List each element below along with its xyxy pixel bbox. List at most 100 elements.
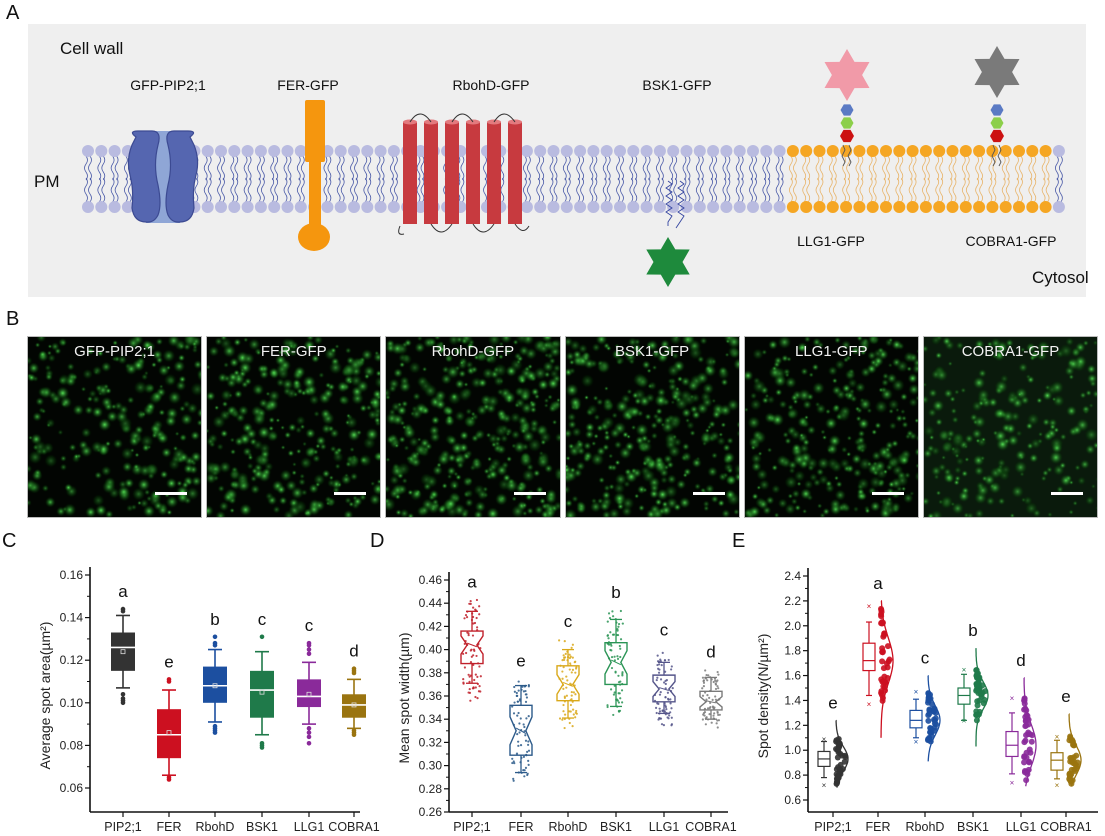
data-point <box>712 706 715 709</box>
violin-curve <box>880 600 894 738</box>
data-point <box>566 659 569 662</box>
mean-marker <box>120 649 126 655</box>
data-point <box>1068 758 1075 765</box>
y-tick-label: 1.0 <box>784 743 801 757</box>
lipid-tail <box>97 177 102 203</box>
significance-letter: b <box>611 583 620 602</box>
lipid-tail <box>673 155 678 181</box>
data-point <box>569 710 572 713</box>
lipid-tail <box>912 177 917 203</box>
scale-bar <box>871 492 904 495</box>
data-point <box>561 677 564 680</box>
data-point <box>563 658 566 662</box>
data-point <box>718 697 721 701</box>
data-point <box>664 704 667 707</box>
data-point <box>1021 697 1028 704</box>
data-point <box>833 745 840 752</box>
intracellular-loop <box>398 223 530 235</box>
data-point <box>1073 752 1080 759</box>
data-point <box>523 769 526 772</box>
transmembrane-helix <box>487 122 501 224</box>
data-point <box>558 677 561 680</box>
data-point <box>656 660 660 663</box>
data-point <box>519 699 522 702</box>
data-point <box>663 702 666 705</box>
data-point <box>525 754 528 757</box>
data-point <box>716 670 719 674</box>
lipid-head <box>414 201 427 213</box>
y-tick-label: 0.06 <box>60 781 84 795</box>
data-point <box>1023 768 1030 775</box>
data-point <box>562 710 565 713</box>
data-point <box>835 764 842 771</box>
median-line <box>466 642 478 648</box>
data-point <box>562 656 566 660</box>
lipid-tail <box>527 155 531 181</box>
micrograph-label: BSK1-GFP <box>615 343 690 360</box>
lipid-head <box>853 145 866 157</box>
lipid-tail <box>753 177 757 203</box>
outlier-point <box>306 640 312 646</box>
data-point <box>463 617 466 620</box>
data-point <box>606 620 609 623</box>
chart-d: 0.26 0.28 0.30 0.32 0.34 0.36 0.38 0.40 0.42 0.44… <box>396 572 737 834</box>
data-point <box>926 734 933 741</box>
data-point <box>616 705 619 708</box>
lipid-tail <box>523 177 527 203</box>
data-point <box>931 720 938 727</box>
lipid-tail <box>939 177 944 203</box>
data-point <box>834 746 841 753</box>
data-point <box>511 705 514 708</box>
lipid-tail <box>257 155 261 181</box>
data-point <box>714 679 717 682</box>
data-point <box>974 670 981 677</box>
data-point <box>572 713 575 716</box>
box-iqr <box>342 694 366 718</box>
data-point <box>523 775 526 778</box>
data-point <box>658 660 661 663</box>
data-point <box>1069 737 1076 744</box>
data-point <box>513 701 516 704</box>
data-point <box>703 707 707 710</box>
data-point <box>837 750 844 757</box>
data-point <box>656 654 659 657</box>
lipid-tail <box>828 155 833 181</box>
data-point <box>833 737 840 744</box>
lipid-tail <box>646 177 651 203</box>
data-point <box>928 733 935 740</box>
data-point <box>663 710 667 713</box>
data-point <box>522 690 526 693</box>
outlier-point <box>212 730 218 735</box>
lipid-head <box>667 201 680 213</box>
data-point <box>474 686 477 689</box>
lipid-tail <box>340 177 345 203</box>
lipid-tail <box>766 177 771 203</box>
data-point <box>976 675 983 682</box>
lipid-tail <box>961 177 966 203</box>
lipid-tail <box>84 155 88 181</box>
lipid-head <box>108 201 121 213</box>
data-point <box>659 717 663 720</box>
data-point <box>882 679 889 686</box>
lipid-head <box>959 201 972 213</box>
data-point <box>931 716 938 723</box>
data-point <box>479 675 482 678</box>
data-point <box>669 711 672 714</box>
data-point <box>467 691 470 694</box>
data-point <box>522 723 525 726</box>
x-tick-label: PIP2;1 <box>104 820 142 834</box>
outlier-point <box>306 740 312 746</box>
lipid-tail <box>828 177 833 203</box>
data-point <box>713 717 716 720</box>
lipid-head <box>720 145 733 157</box>
data-point <box>527 740 530 743</box>
lipid-head <box>693 145 706 157</box>
outlier-point <box>351 670 357 676</box>
data-point <box>1025 731 1032 738</box>
lipid-tail <box>1005 155 1010 181</box>
data-point <box>474 673 477 676</box>
data-point <box>616 699 619 702</box>
outlier-point <box>306 726 312 731</box>
lipid-tail <box>806 155 811 181</box>
data-point <box>713 706 716 709</box>
